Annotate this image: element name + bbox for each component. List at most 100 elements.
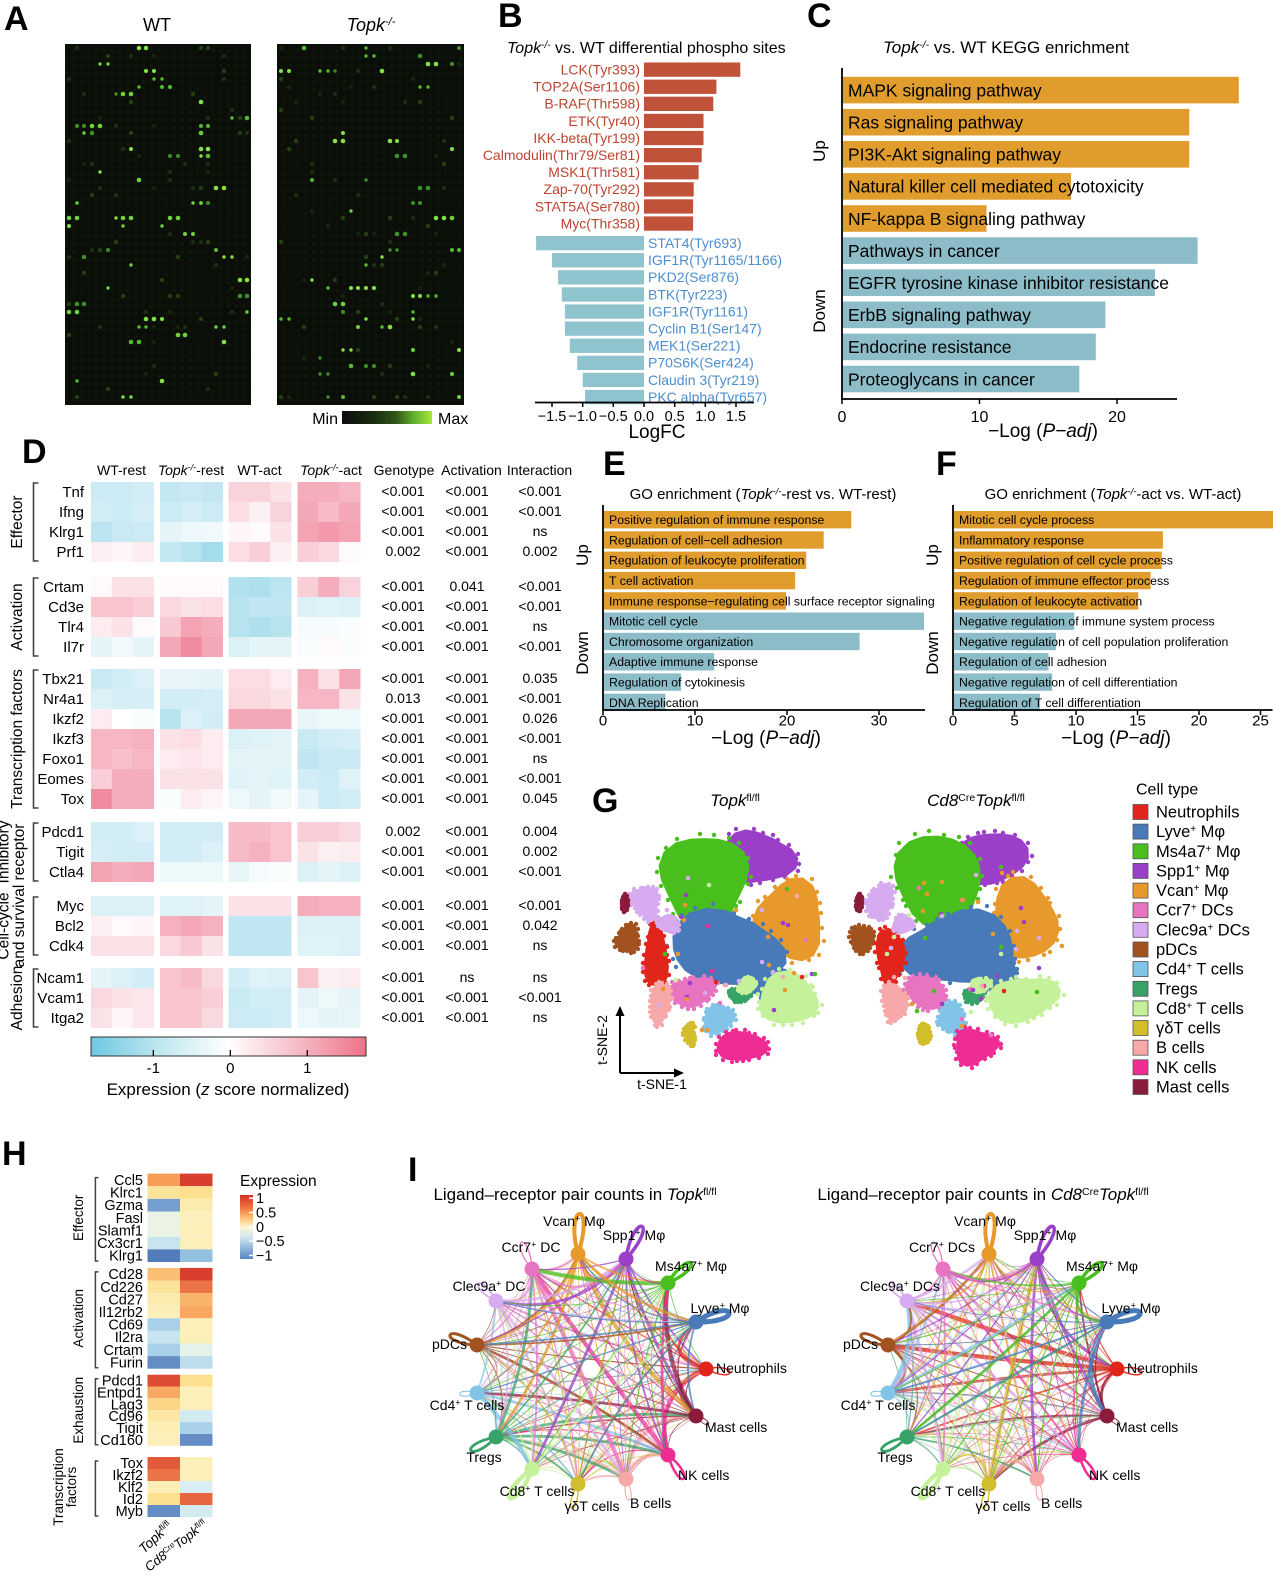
svg-text:WT-act: WT-act: [237, 462, 281, 478]
svg-text:ns: ns: [533, 937, 548, 953]
svg-text:<0.001: <0.001: [381, 917, 424, 933]
svg-text:Il2ra: Il2ra: [115, 1330, 144, 1346]
svg-text:0.041: 0.041: [449, 578, 484, 594]
svg-text:Neutrophils: Neutrophils: [716, 1360, 787, 1376]
svg-text:Slamf1: Slamf1: [98, 1223, 143, 1239]
svg-text:NK cells: NK cells: [1156, 1059, 1217, 1077]
svg-text:Ifng: Ifng: [59, 504, 84, 521]
svg-text:0.5: 0.5: [256, 1206, 276, 1222]
svg-text:Adaptive immune response: Adaptive immune response: [609, 655, 758, 669]
svg-text:Mast cells: Mast cells: [705, 1419, 767, 1435]
svg-text:Ligand–receptor pair counts in: Ligand–receptor pair counts in Cd8CreTop…: [817, 1185, 1148, 1204]
svg-text:t-SNE-1: t-SNE-1: [637, 1076, 687, 1092]
svg-text:Lyve+ Mφ: Lyve+ Mφ: [1102, 1300, 1161, 1316]
svg-text:Pdcd1: Pdcd1: [102, 1374, 143, 1390]
svg-text:PI3K-Akt signaling pathway: PI3K-Akt signaling pathway: [848, 145, 1061, 165]
svg-text:0.013: 0.013: [385, 690, 420, 706]
svg-text:Genotype: Genotype: [374, 462, 435, 478]
svg-text:<0.001: <0.001: [445, 863, 488, 879]
svg-text:20: 20: [1191, 713, 1208, 730]
svg-text:−0.5: −0.5: [599, 409, 628, 425]
svg-text:Clec9a+ DCs: Clec9a+ DCs: [1156, 921, 1250, 939]
svg-text:<0.001: <0.001: [445, 483, 488, 499]
svg-text:Interaction: Interaction: [507, 462, 572, 478]
svg-text:Effector: Effector: [71, 1194, 86, 1241]
svg-text:ns: ns: [460, 969, 475, 985]
svg-text:Vcan+ Mφ: Vcan+ Mφ: [954, 1213, 1016, 1229]
svg-text:Negative regulation of immune: Negative regulation of immune system pro…: [959, 615, 1215, 629]
svg-text:Cyclin B1(Ser147): Cyclin B1(Ser147): [648, 321, 762, 337]
svg-text:<0.001: <0.001: [445, 917, 488, 933]
svg-text:<0.001: <0.001: [445, 937, 488, 953]
svg-text:<0.001: <0.001: [518, 863, 561, 879]
svg-text:H: H: [2, 1135, 27, 1173]
svg-text:−Log (P−adj): −Log (P−adj): [711, 728, 821, 749]
svg-text:<0.001: <0.001: [381, 730, 424, 746]
svg-text:E: E: [603, 445, 626, 483]
svg-text:Ikzf3: Ikzf3: [52, 731, 84, 748]
svg-text:Zap-70(Tyr292): Zap-70(Tyr292): [544, 181, 640, 197]
svg-text:Activation: Activation: [9, 583, 26, 650]
svg-text:Cd8CreTopkfl/fl: Cd8CreTopkfl/fl: [927, 791, 1025, 810]
svg-text:t-SNE-2: t-SNE-2: [594, 1015, 610, 1065]
svg-text:<0.001: <0.001: [518, 578, 561, 594]
svg-text:DNA Replication: DNA Replication: [609, 696, 699, 710]
svg-text:<0.001: <0.001: [518, 483, 561, 499]
svg-text:Id2: Id2: [123, 1492, 143, 1508]
svg-text:Furin: Furin: [110, 1355, 143, 1371]
svg-text:Ikzf2: Ikzf2: [112, 1468, 143, 1484]
svg-text:LCK(Tyr393): LCK(Tyr393): [561, 62, 640, 78]
svg-text:Crtam: Crtam: [104, 1343, 143, 1359]
svg-text:Effector: Effector: [9, 495, 26, 548]
svg-text:Transcription factors: Transcription factors: [9, 669, 26, 809]
svg-text:ns: ns: [533, 1009, 548, 1025]
svg-text:Ncam1: Ncam1: [36, 970, 84, 987]
svg-text:15: 15: [1129, 713, 1146, 730]
svg-text:Tlr4: Tlr4: [58, 619, 84, 636]
svg-text:<0.001: <0.001: [381, 670, 424, 686]
svg-text:Lyve+ Mφ: Lyve+ Mφ: [1156, 823, 1225, 841]
svg-text:Myc(Thr358): Myc(Thr358): [561, 215, 640, 231]
svg-text:Myb: Myb: [116, 1504, 143, 1520]
svg-text:GO enrichment (Topk-/--act vs.: GO enrichment (Topk-/--act vs. WT-act): [985, 486, 1242, 503]
svg-text:Entpd1: Entpd1: [97, 1385, 143, 1401]
svg-text:Pdcd1: Pdcd1: [41, 824, 84, 841]
svg-text:Lyve+ Mφ: Lyve+ Mφ: [691, 1300, 750, 1316]
svg-text:Ligand–receptor pair counts in: Ligand–receptor pair counts in Topkfl/fl: [433, 1185, 716, 1204]
svg-text:Cd8+ T cells: Cd8+ T cells: [1156, 1000, 1244, 1018]
svg-text:Natural killer cell mediated c: Natural killer cell mediated cytotoxicit…: [848, 177, 1144, 197]
svg-text:Regulation of cell−cell adhesi: Regulation of cell−cell adhesion: [609, 533, 782, 547]
svg-text:Tox: Tox: [61, 791, 85, 808]
svg-text:<0.001: <0.001: [445, 730, 488, 746]
svg-text:Ctla4: Ctla4: [49, 864, 84, 881]
svg-text:STAT5A(Ser780): STAT5A(Ser780): [535, 198, 640, 214]
svg-text:30: 30: [871, 713, 888, 730]
svg-text:Ccl5: Ccl5: [114, 1173, 143, 1189]
svg-text:Mast cells: Mast cells: [1156, 1078, 1229, 1096]
svg-text:NK cells: NK cells: [1089, 1467, 1140, 1483]
svg-text:Down: Down: [573, 631, 592, 674]
svg-text:D: D: [22, 433, 47, 471]
svg-text:GO enrichment (Topk-/--rest vs: GO enrichment (Topk-/--rest vs. WT-rest): [630, 486, 897, 503]
svg-text:10: 10: [1068, 713, 1085, 730]
svg-text:ns: ns: [533, 523, 548, 539]
svg-text:<0.001: <0.001: [381, 897, 424, 913]
svg-text:ns: ns: [533, 750, 548, 766]
svg-text:factors: factors: [64, 1466, 79, 1507]
svg-text:Ikzf2: Ikzf2: [52, 711, 84, 728]
svg-text:0.002: 0.002: [522, 543, 557, 559]
svg-text:0.045: 0.045: [522, 790, 557, 806]
svg-text:γδT cells: γδT cells: [565, 1498, 620, 1514]
svg-text:0.002: 0.002: [385, 543, 420, 559]
svg-text:ErbB signaling pathway: ErbB signaling pathway: [848, 305, 1031, 325]
svg-text:<0.001: <0.001: [445, 638, 488, 654]
svg-text:LogFC: LogFC: [628, 422, 685, 443]
svg-text:<0.001: <0.001: [445, 770, 488, 786]
svg-text:<0.001: <0.001: [381, 1009, 424, 1025]
svg-text:Itga2: Itga2: [51, 1010, 84, 1027]
svg-text:0.002: 0.002: [385, 823, 420, 839]
svg-text:γδT cells: γδT cells: [1156, 1020, 1221, 1038]
svg-text:IKK-beta(Tyr199): IKK-beta(Tyr199): [533, 130, 640, 146]
svg-text:<0.001: <0.001: [445, 897, 488, 913]
svg-text:T cell activation: T cell activation: [609, 574, 694, 588]
